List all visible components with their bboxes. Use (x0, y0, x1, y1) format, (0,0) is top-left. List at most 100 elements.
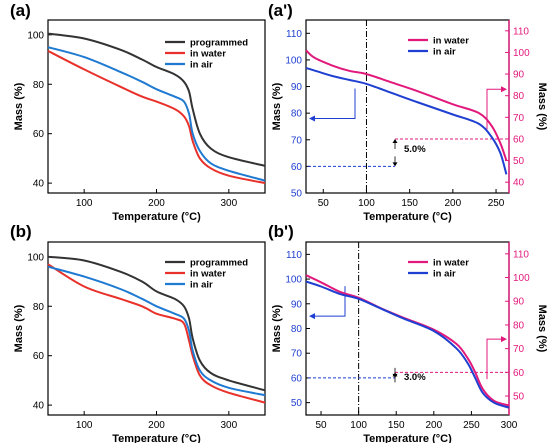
x-tick-label: 200 (148, 198, 165, 209)
y-tick-label: 40 (33, 401, 45, 412)
left-axis-arrowhead (309, 115, 315, 122)
x-tick-label: 300 (220, 198, 237, 209)
series-line-programmed (47, 255, 266, 392)
series-line-programmed (47, 32, 266, 167)
y-tick-label: 60 (33, 129, 45, 140)
panel-2: (a') 50 100 150 200 250 50 60 70 80 90 100 110 40 50 60… (268, 1, 548, 223)
y-right-tick-label: 50 (513, 392, 525, 403)
y-tick-label: 80 (291, 109, 303, 120)
y-right-axis-label: Mass (%) (536, 83, 548, 131)
y-axis-label: Mass (%) (271, 82, 283, 130)
y-tick-label: 40 (33, 179, 45, 190)
y-tick-label: 100 (285, 275, 302, 286)
y-right-tick-label: 100 (513, 273, 530, 284)
x-axis-label: Temperature (°C) (112, 433, 201, 443)
y-right-tick-label: 70 (513, 344, 525, 355)
left-axis-arrowhead (309, 313, 315, 320)
legend-label: in water (190, 269, 226, 280)
series-line-in-air (47, 265, 266, 397)
diff-arrowhead (392, 138, 398, 143)
x-tick-label: 250 (463, 420, 480, 431)
y-tick-label: 110 (286, 29, 302, 40)
y-tick-label: 60 (291, 162, 303, 173)
plot-frame (305, 19, 510, 194)
series-line-in-water (47, 263, 266, 404)
y-tick-label: 110 (286, 250, 302, 261)
right-axis-pointer (486, 338, 504, 380)
y-tick-label: 50 (291, 398, 303, 409)
x-tick-label: 150 (388, 420, 405, 431)
y-tick-label: 60 (291, 373, 303, 384)
y-right-tick-label: 110 (513, 249, 529, 260)
y-right-tick-label: 80 (513, 320, 525, 331)
series-line-in-air (305, 280, 510, 409)
plot-frame (305, 241, 510, 416)
y-tick-label: 70 (291, 135, 303, 146)
legend-label: programmed (190, 258, 248, 269)
y-right-axis-label: Mass (%) (536, 305, 548, 353)
y-tick-label: 100 (27, 30, 44, 41)
x-tick-label: 150 (401, 198, 418, 209)
panel-label: (a') (268, 1, 293, 20)
y-tick-label: 80 (33, 80, 45, 91)
y-right-tick-label: 110 (513, 26, 529, 37)
panel-4: (b') 50 100 150 200 250 300 50 60 70 80 90 100 110 50 6… (268, 222, 548, 443)
y-tick-label: 60 (33, 351, 45, 362)
y-tick-label: 80 (291, 324, 303, 335)
series-line-in-air (47, 46, 266, 182)
y-right-tick-label: 100 (513, 48, 530, 59)
y-tick-label: 100 (285, 55, 302, 66)
x-tick-label: 200 (148, 420, 165, 431)
y-axis-label: Mass (%) (13, 304, 25, 352)
x-axis-label: Temperature (°C) (112, 211, 201, 223)
y-tick-label: 100 (27, 252, 44, 263)
diff-arrowhead (392, 162, 398, 167)
series-line-in-air (305, 66, 508, 175)
diff-arrowhead (392, 372, 398, 377)
series-line-in-water (305, 274, 510, 407)
series-line-in-water (305, 49, 508, 161)
y-axis-label: Mass (%) (13, 82, 25, 130)
right-axis-arrowhead (501, 336, 507, 343)
legend-label: in air (190, 280, 213, 291)
legend-label: in water (190, 49, 226, 60)
x-tick-label: 50 (315, 420, 327, 431)
x-tick-label: 250 (488, 198, 505, 209)
x-tick-label: 300 (220, 420, 237, 431)
y-axis-label: Mass (%) (271, 304, 283, 352)
panel-label: (b) (10, 222, 32, 241)
y-right-tick-label: 90 (513, 70, 525, 81)
x-tick-label: 300 (501, 420, 518, 431)
x-tick-label: 100 (76, 420, 93, 431)
panel-1: (a) 100 200 300 40 60 80 100 Temperature (°C) Mas… (10, 1, 266, 223)
panel-3: (b) 100 200 300 40 60 80 100 Temperature (°C) Mas… (10, 222, 266, 443)
legend-label: programmed (190, 38, 248, 49)
y-right-tick-label: 70 (513, 113, 525, 124)
difference-annotation: 3.0% (404, 372, 426, 383)
panel-label: (b') (268, 222, 294, 241)
series-line-in-water (47, 50, 266, 185)
left-axis-pointer (312, 88, 356, 119)
y-tick-label: 50 (291, 189, 303, 200)
x-tick-label: 100 (350, 420, 367, 431)
x-axis-label: Temperature (°C) (363, 433, 452, 443)
difference-annotation: 5.0% (404, 144, 426, 155)
legend-label: in air (433, 269, 456, 280)
legend-label: in water (433, 258, 469, 269)
x-tick-label: 200 (425, 420, 442, 431)
left-axis-pointer (312, 286, 346, 317)
right-axis-pointer (486, 88, 504, 130)
y-right-tick-label: 40 (513, 178, 525, 189)
x-tick-label: 100 (76, 198, 93, 209)
legend-label: in air (433, 47, 456, 58)
y-right-tick-label: 90 (513, 297, 525, 308)
x-axis-label: Temperature (°C) (363, 211, 452, 223)
right-axis-arrowhead (501, 86, 507, 93)
y-right-tick-label: 60 (513, 134, 525, 145)
y-tick-label: 90 (291, 299, 303, 310)
y-right-tick-label: 60 (513, 368, 525, 379)
x-tick-label: 100 (358, 198, 375, 209)
x-tick-label: 50 (318, 198, 330, 209)
y-tick-label: 70 (291, 349, 303, 360)
